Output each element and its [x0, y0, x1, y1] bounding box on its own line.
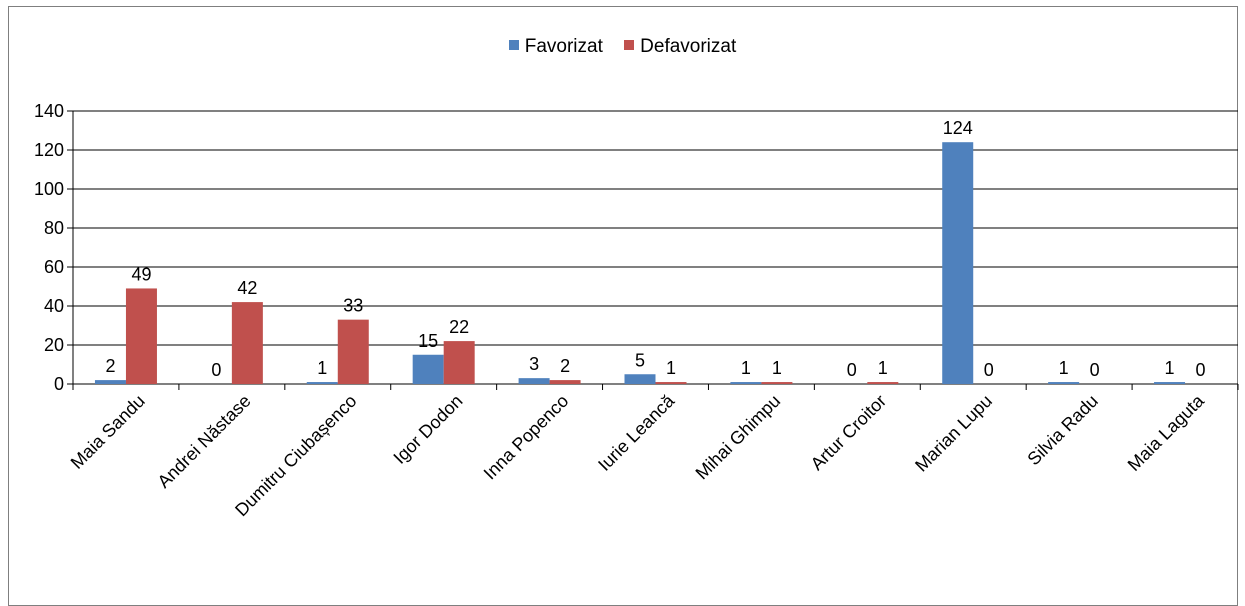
data-label-favorizat: 1: [741, 358, 751, 378]
bar-defavorizat: [337, 319, 369, 384]
legend-item-favorizat: Favorizat: [508, 36, 603, 58]
data-label-favorizat: 3: [529, 354, 539, 374]
legend-label-defavorizat: Defavorizat: [640, 36, 737, 57]
bar-favorizat: [942, 142, 974, 384]
category-label: Maia Sandu: [67, 391, 149, 473]
bar-favorizat: [1154, 382, 1186, 384]
y-tick-label: 60: [44, 257, 64, 277]
y-tick-label: 80: [44, 218, 64, 238]
y-tick-label: 40: [44, 296, 64, 316]
category-label: Inna Popenco: [480, 391, 573, 484]
data-label-defavorizat: 2: [560, 356, 570, 376]
data-label-defavorizat: 1: [878, 358, 888, 378]
data-label-favorizat: 5: [635, 350, 645, 370]
data-label-favorizat: 1: [1165, 358, 1175, 378]
data-label-defavorizat: 22: [449, 317, 469, 337]
data-label-favorizat: 15: [418, 331, 438, 351]
data-label-favorizat: 0: [847, 360, 857, 380]
data-label-favorizat: 0: [211, 360, 221, 380]
y-tick-label: 140: [34, 101, 64, 121]
data-label-favorizat: 124: [943, 118, 973, 138]
bar-defavorizat: [867, 382, 899, 384]
bar-defavorizat: [231, 302, 263, 384]
data-label-defavorizat: 1: [666, 358, 676, 378]
bar-favorizat: [624, 374, 656, 384]
data-label-defavorizat: 42: [237, 278, 257, 298]
category-label: Igor Dodon: [389, 391, 466, 468]
y-tick-label: 0: [54, 374, 64, 394]
bar-favorizat: [412, 354, 444, 384]
bar-favorizat: [94, 380, 126, 384]
data-label-favorizat: 1: [317, 358, 327, 378]
y-tick-label: 120: [34, 140, 64, 160]
legend-label-favorizat: Favorizat: [524, 36, 603, 57]
bar-favorizat: [518, 378, 550, 384]
bar-favorizat: [730, 382, 762, 384]
category-label: Dumitru Ciubașenco: [231, 391, 360, 520]
legend-swatch-favorizat: [508, 39, 519, 50]
data-label-defavorizat: 49: [131, 264, 151, 284]
bar-defavorizat: [655, 382, 687, 384]
bar-defavorizat: [549, 380, 581, 384]
category-label: Artur Croitor: [807, 391, 890, 474]
bar-favorizat: [306, 382, 338, 384]
legend-item-defavorizat: Defavorizat: [624, 36, 736, 58]
data-label-defavorizat: 0: [984, 360, 994, 380]
data-label-favorizat: 2: [105, 356, 115, 376]
category-label: Andrei Năstase: [154, 391, 255, 492]
category-label: Maia Laguta: [1124, 390, 1209, 475]
data-label-defavorizat: 0: [1196, 360, 1206, 380]
bar-defavorizat: [761, 382, 793, 384]
data-label-defavorizat: 0: [1090, 360, 1100, 380]
chart-legend: Favorizat Defavorizat: [0, 36, 1245, 58]
data-label-defavorizat: 33: [343, 296, 363, 316]
y-tick-label: 100: [34, 179, 64, 199]
bar-defavorizat: [125, 288, 157, 384]
category-label: Mihai Ghimpu: [692, 391, 785, 484]
bar-defavorizat: [443, 341, 475, 384]
category-label: Iurie Leancă: [594, 390, 679, 475]
legend-swatch-defavorizat: [624, 39, 635, 50]
data-label-defavorizat: 1: [772, 358, 782, 378]
y-tick-label: 20: [44, 335, 64, 355]
category-label: Silvia Radu: [1023, 391, 1102, 470]
data-label-favorizat: 1: [1059, 358, 1069, 378]
category-label: Marian Lupu: [911, 391, 996, 476]
bar-favorizat: [1048, 382, 1080, 384]
